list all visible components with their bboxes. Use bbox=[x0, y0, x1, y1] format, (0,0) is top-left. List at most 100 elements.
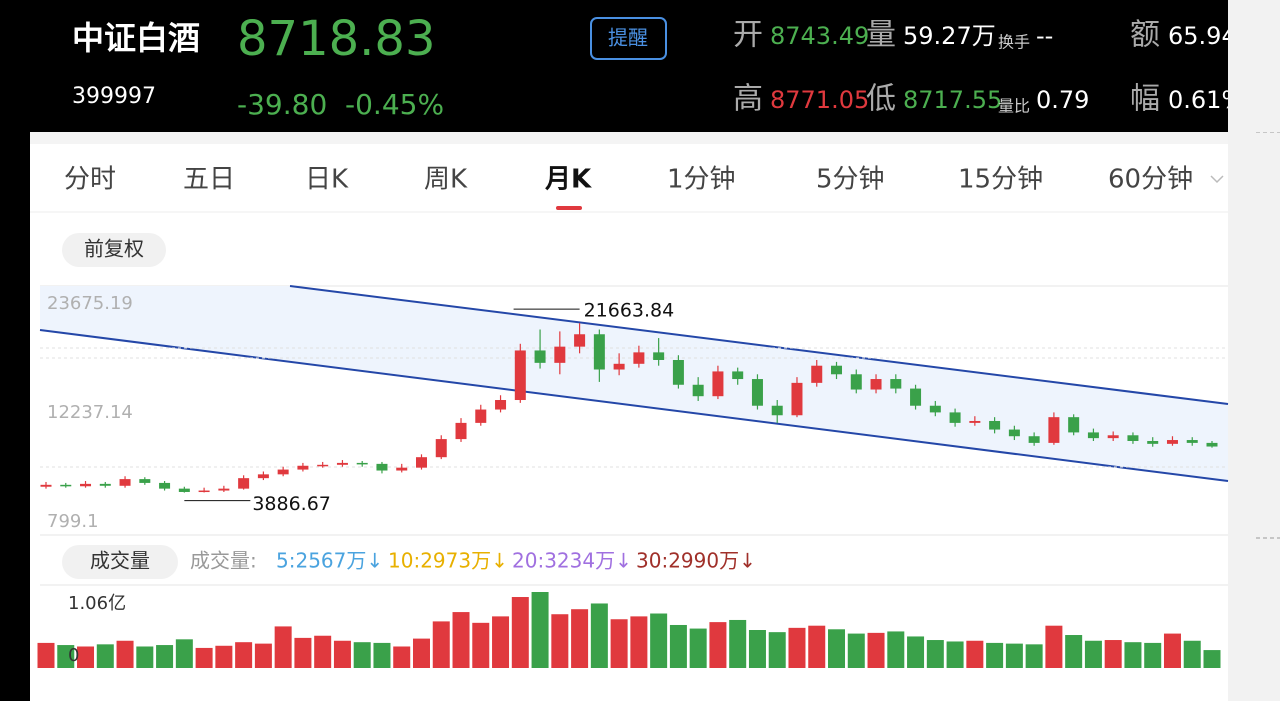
volume-bar bbox=[1183, 640, 1201, 668]
turnover-label: 换手 bbox=[998, 33, 1030, 52]
high-value: 8771.05 bbox=[770, 86, 869, 114]
volume-bar bbox=[175, 639, 193, 668]
volume-bar bbox=[195, 647, 213, 668]
candle-body bbox=[297, 465, 309, 470]
ma10: 10:2973万↓ bbox=[388, 549, 508, 573]
candle-body bbox=[415, 457, 427, 468]
candle-body bbox=[1107, 435, 1119, 439]
volume-bar bbox=[828, 629, 846, 668]
adjust-label[interactable]: 前复权 bbox=[84, 237, 144, 261]
tab[interactable]: 周K bbox=[424, 165, 468, 195]
tab[interactable]: 15分钟 bbox=[958, 165, 1043, 195]
candle-body bbox=[850, 374, 862, 390]
volume-bar bbox=[373, 642, 391, 668]
candle-body bbox=[692, 384, 704, 397]
volume-bar bbox=[887, 631, 905, 668]
volume-bar bbox=[353, 642, 371, 668]
alert-button[interactable] bbox=[590, 17, 667, 60]
y-tick-label: 12237.14 bbox=[47, 402, 133, 423]
candle-body bbox=[159, 482, 171, 489]
candle-body bbox=[574, 334, 586, 347]
tab[interactable]: 5分钟 bbox=[816, 165, 885, 195]
low-label: 低 bbox=[866, 82, 896, 117]
tab[interactable]: 五日 bbox=[183, 165, 235, 195]
amount-label: 额 bbox=[1130, 18, 1160, 53]
volume-bar bbox=[96, 644, 114, 668]
volume-bar bbox=[946, 641, 964, 668]
volume-bar bbox=[333, 640, 351, 668]
max-label: 21663.84 bbox=[584, 300, 675, 322]
volume-bar bbox=[709, 622, 727, 668]
volume-bar bbox=[571, 609, 589, 668]
volume-bar bbox=[1163, 633, 1181, 668]
volume-pill[interactable] bbox=[62, 545, 178, 579]
candle-body bbox=[890, 379, 902, 389]
change: -39.80 bbox=[237, 88, 327, 121]
alert-label[interactable]: 提醒 bbox=[608, 26, 648, 50]
candle-body bbox=[1166, 440, 1178, 444]
volume-bar bbox=[156, 645, 174, 668]
channel-upper bbox=[289, 285, 1229, 405]
candle-body bbox=[277, 469, 289, 475]
candle-body bbox=[356, 462, 368, 465]
volume-bar bbox=[847, 633, 865, 668]
panel-top bbox=[30, 132, 1228, 144]
ma20: 20:3234万↓ bbox=[512, 549, 632, 573]
candle-body bbox=[949, 412, 961, 423]
ma-label: 成交量: bbox=[190, 549, 257, 573]
candle-body bbox=[653, 352, 665, 360]
candle-body bbox=[396, 467, 408, 471]
code: 399997 bbox=[72, 84, 156, 109]
tab[interactable]: 60分钟 bbox=[1108, 165, 1193, 195]
volume-bar bbox=[669, 624, 687, 668]
turnover-value: -- bbox=[1036, 22, 1053, 50]
volume-pill-label[interactable]: 成交量 bbox=[90, 549, 150, 573]
candle-body bbox=[435, 439, 447, 458]
volume-bar bbox=[926, 640, 944, 668]
candle-body bbox=[317, 464, 329, 467]
candle-body bbox=[633, 352, 645, 364]
volume-bar bbox=[630, 616, 648, 668]
candle-body bbox=[257, 474, 269, 479]
volume-bar bbox=[1084, 640, 1102, 668]
volume-bar bbox=[492, 616, 510, 668]
volume-bar bbox=[551, 614, 569, 668]
candle-body bbox=[712, 371, 724, 397]
tab[interactable]: 月K bbox=[544, 165, 592, 195]
candle-body bbox=[475, 409, 487, 423]
high-label: 高 bbox=[733, 82, 763, 117]
volume-bar bbox=[610, 619, 628, 668]
candle-body bbox=[613, 363, 625, 370]
candle-body bbox=[495, 400, 507, 410]
open-value: 8743.49 bbox=[770, 22, 869, 50]
volume-bar bbox=[729, 619, 747, 668]
volume-bar bbox=[1144, 642, 1162, 668]
min-label: 3886.67 bbox=[252, 493, 331, 515]
candle-body bbox=[514, 350, 526, 401]
tab[interactable]: 日K bbox=[305, 165, 349, 195]
amplitude-label: 幅 bbox=[1130, 82, 1160, 117]
tab[interactable]: 1分钟 bbox=[667, 165, 736, 195]
volume-bar bbox=[1005, 643, 1023, 668]
volume-bar bbox=[788, 627, 806, 668]
adjust-pill[interactable] bbox=[62, 233, 166, 267]
tab[interactable]: 分时 bbox=[64, 165, 116, 195]
volume-bar bbox=[867, 632, 885, 668]
candle-body bbox=[732, 371, 744, 380]
volume-bar bbox=[77, 646, 95, 668]
volume-bar bbox=[1104, 640, 1122, 668]
candle-body bbox=[1028, 436, 1040, 443]
volume-bar bbox=[986, 642, 1004, 668]
volume-bar bbox=[215, 645, 233, 668]
candle-body bbox=[811, 365, 823, 383]
candle-body bbox=[1206, 442, 1218, 447]
tab-bar: 分时 五日 日K 周K 月K 1分钟 5分钟 15分钟 60分钟 bbox=[64, 165, 1224, 210]
candle-body bbox=[80, 483, 92, 487]
tab-more bbox=[1210, 175, 1224, 184]
volume-bar bbox=[472, 622, 490, 668]
volume-bar bbox=[136, 646, 154, 668]
candle-body bbox=[910, 388, 922, 406]
open-label: 开 bbox=[733, 18, 763, 53]
candle-body bbox=[791, 382, 803, 416]
